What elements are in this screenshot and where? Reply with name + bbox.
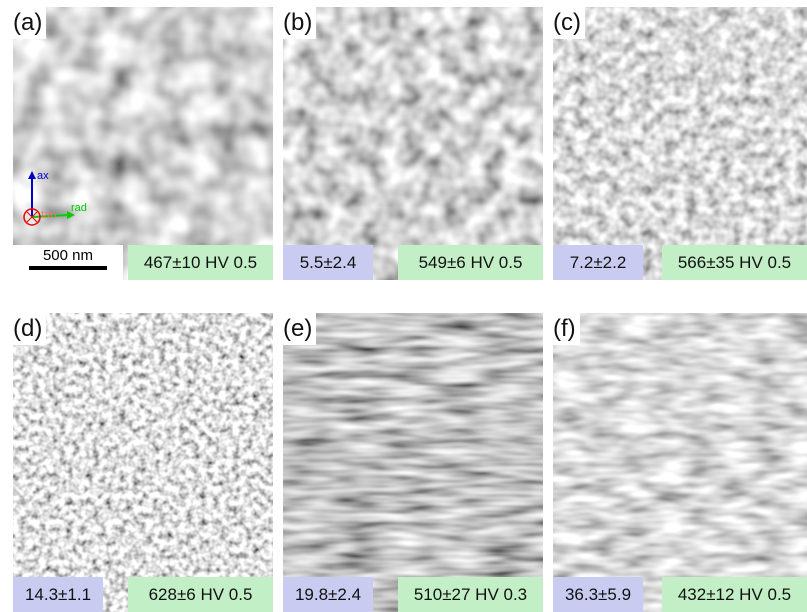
panel-label: (a): [13, 7, 46, 39]
panel-label: (d): [13, 313, 46, 345]
hardness-label: 566±35 HV 0.5: [662, 245, 807, 280]
panel: (d) 14.3±1.1 628±6 HV 0.5: [13, 313, 273, 612]
hardness-label: 432±12 HV 0.5: [662, 577, 807, 612]
hardness-label: 628±6 HV 0.5: [128, 577, 273, 612]
axes-triad: ax tan rad: [19, 167, 99, 237]
axis-label: rad: [71, 202, 87, 214]
hardness-label: 510±27 HV 0.3: [398, 577, 543, 612]
panel: (e) 19.8±2.4 510±27 HV 0.3: [283, 313, 543, 612]
micrograph: [283, 7, 543, 280]
strain-label: 36.3±5.9: [553, 577, 643, 612]
axis-label: ax: [37, 170, 49, 182]
panel: (c) 7.2±2.2 566±35 HV 0.5: [553, 7, 807, 280]
strain-label: 19.8±2.4: [283, 577, 373, 612]
scale-line: [29, 266, 107, 270]
scale-bar: 500 nm: [13, 245, 123, 280]
hardness-label: 467±10 HV 0.5: [128, 245, 273, 280]
scale-text: 500 nm: [13, 247, 123, 264]
micrograph: [553, 7, 807, 280]
micrograph: [13, 7, 273, 280]
strain-label: 5.5±2.4: [283, 245, 373, 280]
axis-label: tan: [41, 209, 56, 221]
panel-label: (e): [283, 313, 316, 345]
panel-label: (b): [283, 7, 316, 39]
page: (a) 467±10 HV 0.5 500 nm ax tan rad (b) 5.5±2.4…: [0, 0, 807, 612]
panel: (b) 5.5±2.4 549±6 HV 0.5: [283, 7, 543, 280]
hardness-label: 549±6 HV 0.5: [398, 245, 543, 280]
micrograph: [283, 313, 543, 612]
panel-label: (c): [553, 7, 585, 39]
panel: (f) 36.3±5.9 432±12 HV 0.5: [553, 313, 807, 612]
micrograph: [553, 313, 807, 612]
micrograph: [13, 313, 273, 612]
panel: (a) 467±10 HV 0.5 500 nm ax tan rad: [13, 7, 273, 280]
panel-label: (f): [553, 313, 580, 345]
strain-label: 7.2±2.2: [553, 245, 643, 280]
strain-label: 14.3±1.1: [13, 577, 103, 612]
